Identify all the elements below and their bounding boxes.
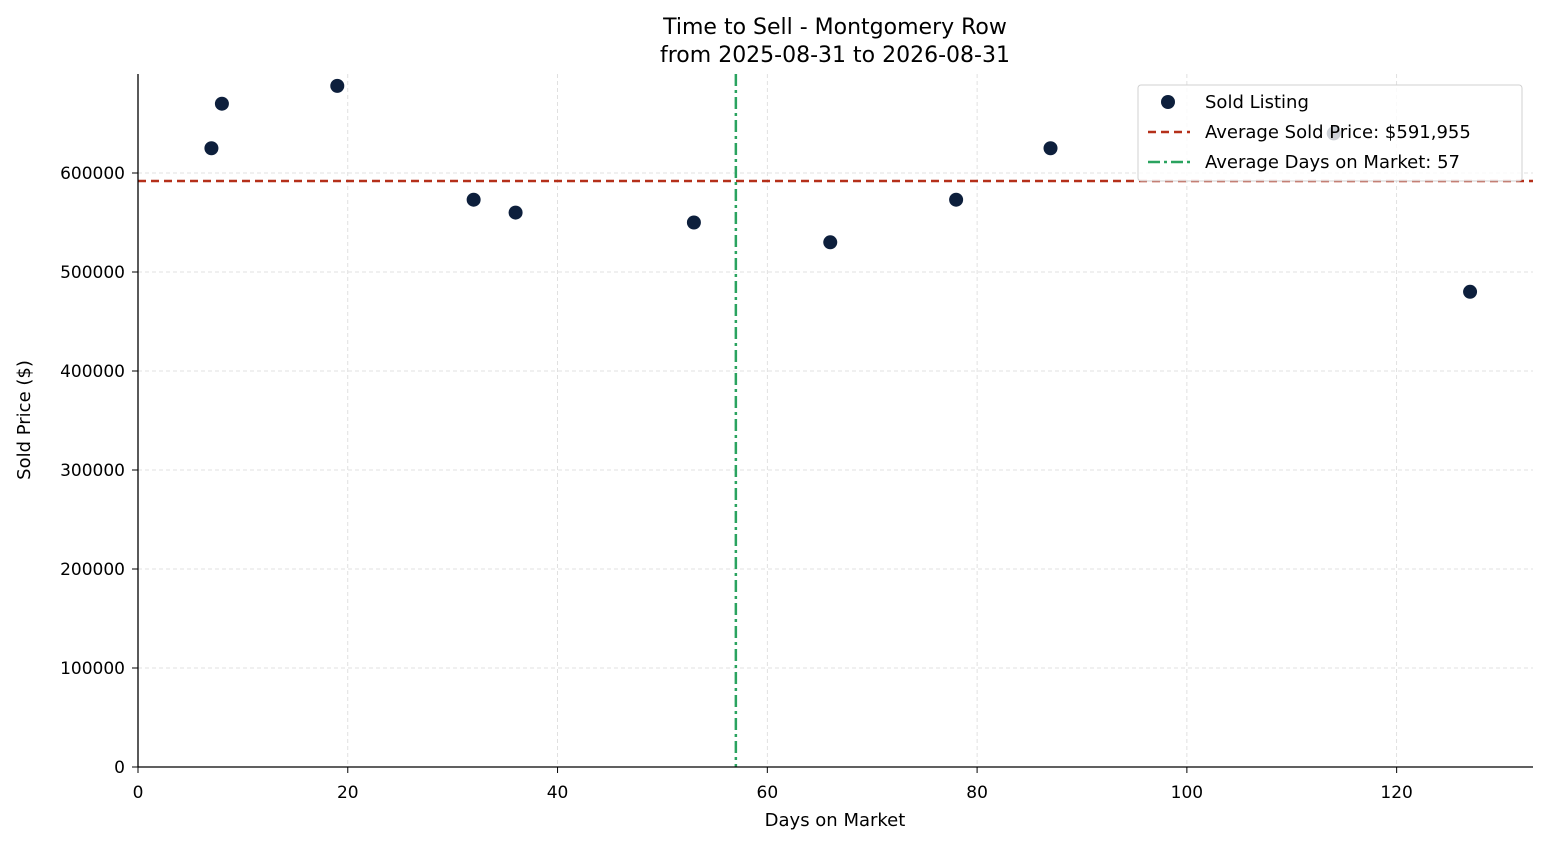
x-tick-label: 100 <box>1171 783 1203 803</box>
x-tick-label: 120 <box>1380 783 1412 803</box>
x-tick-label: 60 <box>757 783 779 803</box>
x-tick-label: 80 <box>966 783 988 803</box>
data-point <box>508 205 523 220</box>
y-axis-label: Sold Price ($) <box>14 360 35 480</box>
data-point <box>466 192 481 207</box>
data-point <box>823 235 838 250</box>
legend-marker-sold-listing <box>1161 95 1175 109</box>
grid-lines <box>137 74 1533 768</box>
data-point <box>214 96 229 111</box>
x-axis-label: Days on Market <box>765 810 906 831</box>
legend: Sold Listing Average Sold Price: $591,95… <box>1137 84 1523 182</box>
data-point <box>1043 141 1058 156</box>
y-tick-label: 100000 <box>60 659 125 679</box>
y-tick-label: 300000 <box>60 461 125 481</box>
legend-label-average-days: Average Days on Market: 57 <box>1205 152 1460 173</box>
chart-subtitle: from 2025-08-31 to 2026-08-31 <box>660 43 1010 68</box>
data-point <box>949 192 964 207</box>
axes <box>132 74 1533 773</box>
data-point <box>1463 284 1478 299</box>
legend-label-average-sold-price: Average Sold Price: $591,955 <box>1205 122 1471 143</box>
y-tick-label: 200000 <box>60 560 125 580</box>
y-tick-label: 600000 <box>60 164 125 184</box>
x-tick-label: 40 <box>547 783 569 803</box>
y-tick-label: 400000 <box>60 362 125 382</box>
data-point <box>686 215 701 230</box>
y-tick-label: 500000 <box>60 263 125 283</box>
data-point <box>204 141 219 156</box>
legend-label-sold-listing: Sold Listing <box>1205 92 1309 113</box>
tick-labels: 0 20 40 60 80 100 120 0 100000 200000 300000 400000… <box>60 164 1413 803</box>
chart-title: Time to Sell - Montgomery Row <box>662 15 1007 40</box>
y-tick-label: 0 <box>114 758 125 778</box>
x-tick-label: 20 <box>337 783 359 803</box>
x-tick-label: 0 <box>133 783 144 803</box>
data-point <box>330 78 345 93</box>
legend-box <box>1137 84 1523 182</box>
